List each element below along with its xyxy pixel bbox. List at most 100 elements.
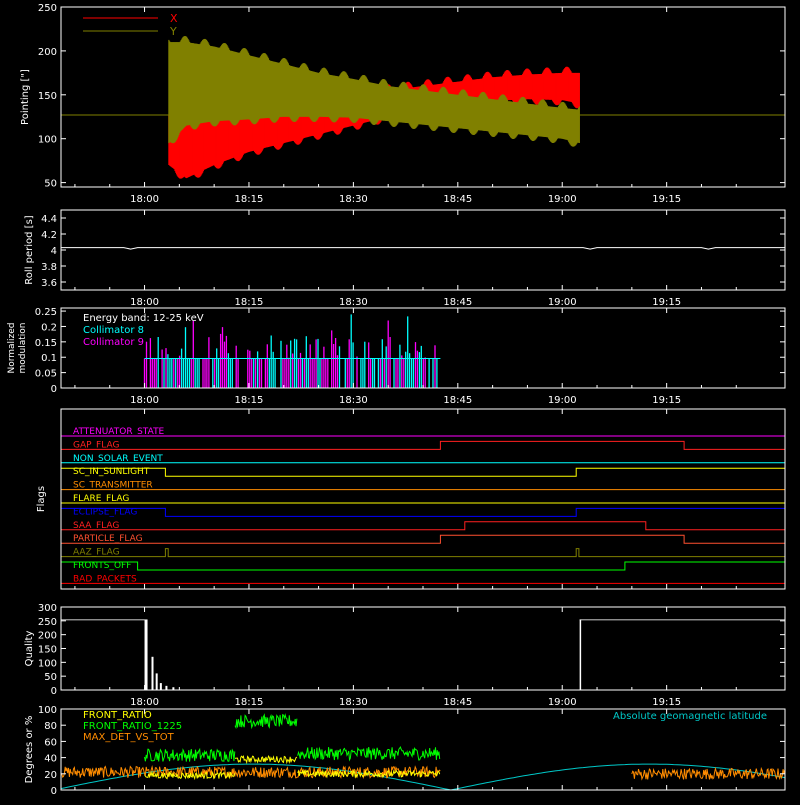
- front-ytick-label: 80: [44, 721, 57, 732]
- front-legend-front-ratio-1225: FRONT_RATIO_1225: [83, 721, 182, 732]
- pointing-series-group: [61, 36, 785, 179]
- flag-bad-packets: BAD_PACKETS: [61, 574, 785, 584]
- quality-xtick-label: 19:15: [652, 697, 681, 708]
- modulation-bars-group: [143, 314, 441, 388]
- roll-xtick-label: 19:15: [652, 297, 681, 308]
- pointing-xtick-label: 18:30: [339, 194, 368, 205]
- modulation-ytick-label: 0.2: [41, 322, 57, 333]
- pointing-ytick-label: 50: [44, 179, 57, 190]
- pointing-xtick-label: 18:00: [130, 194, 159, 205]
- modulation-xtick-label: 19:15: [652, 395, 681, 406]
- front-legend-front-ratio: FRONT_RATIO: [83, 710, 152, 721]
- front-ytick-label: 40: [44, 754, 57, 765]
- quality-ytick-label: 150: [38, 645, 57, 656]
- quality-spike-group: [144, 619, 582, 690]
- pointing-xtick-label: 19:00: [548, 194, 577, 205]
- flag-label: FLARE_FLAG: [73, 494, 129, 504]
- flag-trace: [60, 561, 786, 571]
- front-ytick-label: 60: [44, 737, 57, 748]
- modulation-ytick-label: 0.25: [35, 307, 57, 318]
- quality-ytick-label: 250: [38, 617, 57, 628]
- quality-ytick-label: 0: [51, 686, 57, 697]
- front-trace: [631, 766, 786, 781]
- quality-xtick-label: 18:15: [235, 697, 264, 708]
- flag-flare-flag: FLARE_FLAG: [61, 494, 785, 504]
- modulation-ylabel: modulation: [18, 323, 28, 374]
- modulation-legend-collimator-9: Collimator 9: [83, 337, 144, 348]
- front-trace: [235, 754, 298, 765]
- front-trace: [234, 713, 298, 730]
- flag-label: ECLIPSE_FLAG: [73, 507, 137, 517]
- quality-ytick-label: 50: [44, 672, 57, 683]
- pointing-ytick-label: 250: [38, 3, 57, 14]
- roll-xtick-label: 18:00: [130, 297, 159, 308]
- quality-decay-bar: [159, 683, 162, 690]
- quality-decay-bar: [172, 687, 175, 690]
- flag-label: BAD_PACKETS: [73, 574, 137, 584]
- quality-ytick-label: 300: [38, 603, 57, 614]
- flag-trace: [61, 521, 785, 531]
- flag-label: ATTENUATOR_STATE: [73, 427, 165, 437]
- pointing-ytick-label: 150: [38, 91, 57, 102]
- flag-attenuator-state: ATTENUATOR_STATE: [61, 427, 785, 437]
- flag-label: GAP_FLAG: [73, 440, 119, 450]
- modulation-xtick-label: 18:00: [130, 395, 159, 406]
- quality-level-1: [579, 619, 785, 621]
- flag-trace: [60, 507, 786, 517]
- pointing-ylabel: Pointing ["]: [20, 69, 31, 125]
- roll-xtick-label: 19:00: [548, 297, 577, 308]
- front-trace: [144, 747, 236, 762]
- quality-decay-bar: [165, 685, 168, 690]
- roll-ylabel: Roll period [s]: [24, 215, 35, 284]
- modulation-ytick-label: 0.1: [41, 353, 57, 364]
- roll-ytick-label: 3.6: [41, 278, 57, 289]
- front-legend-max-det-vs-tot: MAX_DET_VS_TOT: [83, 732, 175, 743]
- flag-label: NON_SOLAR_EVENT: [73, 454, 163, 464]
- flag-trace: [61, 548, 785, 558]
- quality-xtick-label: 18:00: [130, 697, 159, 708]
- front-trace: [297, 746, 441, 762]
- flag-label: PARTICLE_FLAG: [73, 534, 143, 544]
- pointing-xtick-label: 19:15: [652, 194, 681, 205]
- roll-xtick-label: 18:30: [339, 297, 368, 308]
- modulation-legend-collimator-8: Collimator 8: [83, 325, 144, 336]
- flag-label: SAA_FLAG: [73, 521, 119, 531]
- pointing-xtick-label: 18:15: [235, 194, 264, 205]
- pointing-ytick-label: 200: [38, 47, 57, 58]
- front-trace: [297, 768, 441, 779]
- roll-period-line: [61, 247, 785, 250]
- flag-saa-flag: SAA_FLAG: [61, 521, 785, 531]
- flag-non-solar-event: NON_SOLAR_EVENT: [61, 454, 785, 464]
- geomag-latitude-curve: [60, 763, 786, 791]
- quality-ytick-label: 200: [38, 631, 57, 642]
- modulation-xtick-label: 18:45: [443, 395, 472, 406]
- pointing-ytick-label: 100: [38, 135, 57, 146]
- modulation-ylabel: Normalized: [7, 322, 17, 373]
- roll-xtick-label: 18:15: [235, 297, 264, 308]
- flags-ylabel: Flags: [36, 486, 47, 512]
- flag-aaz-flag: AAZ_FLAG: [61, 548, 785, 558]
- quality-xtick-label: 18:30: [339, 697, 368, 708]
- quality-ylabel: Quality: [24, 631, 35, 667]
- front-series-group: [60, 713, 786, 791]
- pointing-legend-label-y: Y: [169, 25, 177, 38]
- quality-ytick-label: 100: [38, 658, 57, 669]
- modulation-xtick-label: 19:00: [548, 395, 577, 406]
- quality-spike: [144, 619, 148, 690]
- quality-xtick-label: 19:00: [548, 697, 577, 708]
- front-ytick-label: 0: [51, 786, 57, 797]
- flag-gap-flag: GAP_FLAG: [61, 440, 785, 450]
- roll-ytick-label: 4.2: [41, 230, 57, 241]
- quality-decay-bar: [155, 673, 158, 690]
- quality-xtick-label: 18:45: [443, 697, 472, 708]
- flag-sc-in-sunlight: SC_IN_SUNLIGHT: [61, 467, 785, 477]
- roll-ytick-label: 4: [51, 246, 57, 257]
- flag-sc-transmitter: SC_TRANSMITTER: [61, 481, 785, 491]
- front-series-max-det-vs-tot: [60, 765, 786, 781]
- flag-label: SC_TRANSMITTER: [73, 481, 153, 491]
- flag-fronts-off: FRONTS_OFF: [60, 561, 786, 571]
- roll-ytick-label: 3.8: [41, 262, 57, 273]
- modulation-ytick-label: 0.15: [35, 338, 57, 349]
